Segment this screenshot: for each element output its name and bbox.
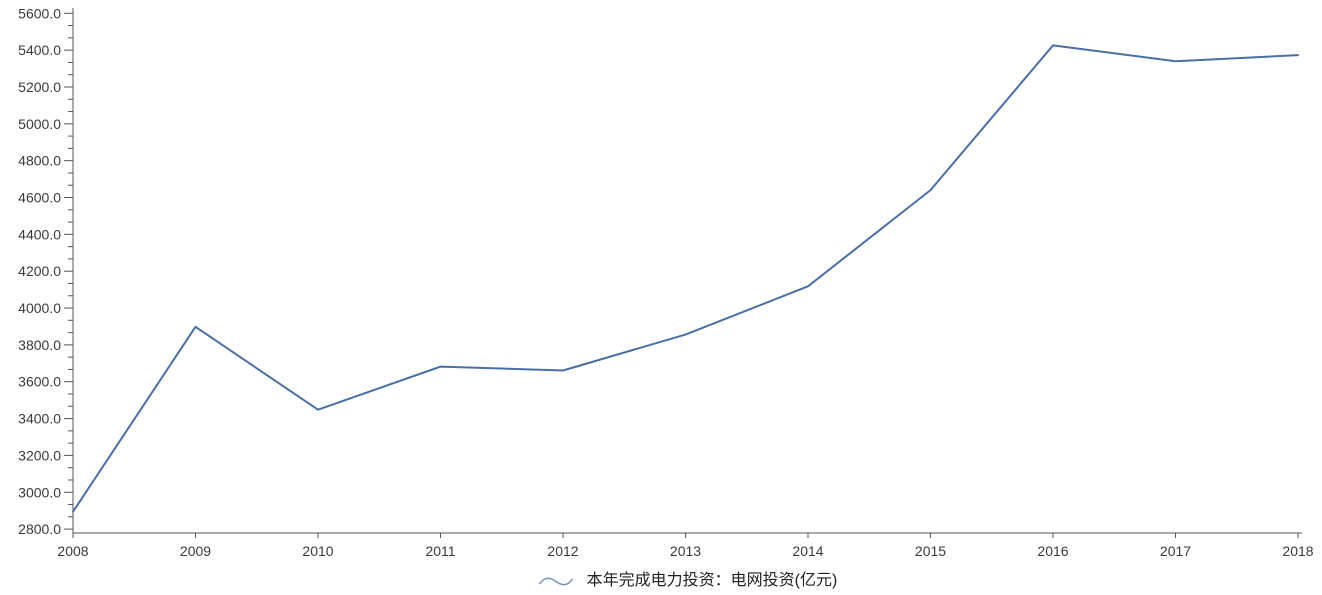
y-tick-label: 3600.0 <box>18 374 61 390</box>
y-tick-label: 3800.0 <box>18 337 61 353</box>
y-tick-label: 4000.0 <box>18 300 61 316</box>
x-tick-label: 2018 <box>1282 543 1313 559</box>
wave-line-icon <box>538 577 573 585</box>
series-line <box>72 44 1299 513</box>
y-tick-label: 5000.0 <box>18 116 61 132</box>
x-tick-label: 2009 <box>180 543 211 559</box>
x-tick-label: 2016 <box>1037 543 1068 559</box>
x-tick-label: 2008 <box>57 543 88 559</box>
legend-item[interactable]: 本年完成电力投资：电网投资(亿元) <box>73 569 1302 593</box>
x-tick-label: 2014 <box>792 543 823 559</box>
y-tick-label: 3000.0 <box>18 484 61 500</box>
x-tick-label: 2010 <box>302 543 333 559</box>
y-tick-label: 4400.0 <box>18 226 61 242</box>
x-tick-label: 2012 <box>547 543 578 559</box>
y-tick-label: 5400.0 <box>18 42 61 58</box>
y-tick-label: 5200.0 <box>18 79 61 95</box>
y-tick-label: 3200.0 <box>18 447 61 463</box>
y-tick-label: 5600.0 <box>18 5 61 21</box>
x-tick-label: 2011 <box>425 543 455 559</box>
x-tick-label: 2015 <box>915 543 946 559</box>
x-tick-label: 2013 <box>670 543 701 559</box>
wave-line-path <box>538 577 573 585</box>
y-tick-label: 3400.0 <box>18 411 61 427</box>
y-tick-label: 2800.0 <box>18 521 61 537</box>
y-tick-label: 4200.0 <box>18 263 61 279</box>
legend-label: 本年完成电力投资：电网投资(亿元) <box>586 572 838 589</box>
y-tick-label: 4800.0 <box>18 153 61 169</box>
x-tick-label: 2017 <box>1160 543 1191 559</box>
y-tick-label: 4600.0 <box>18 190 61 206</box>
